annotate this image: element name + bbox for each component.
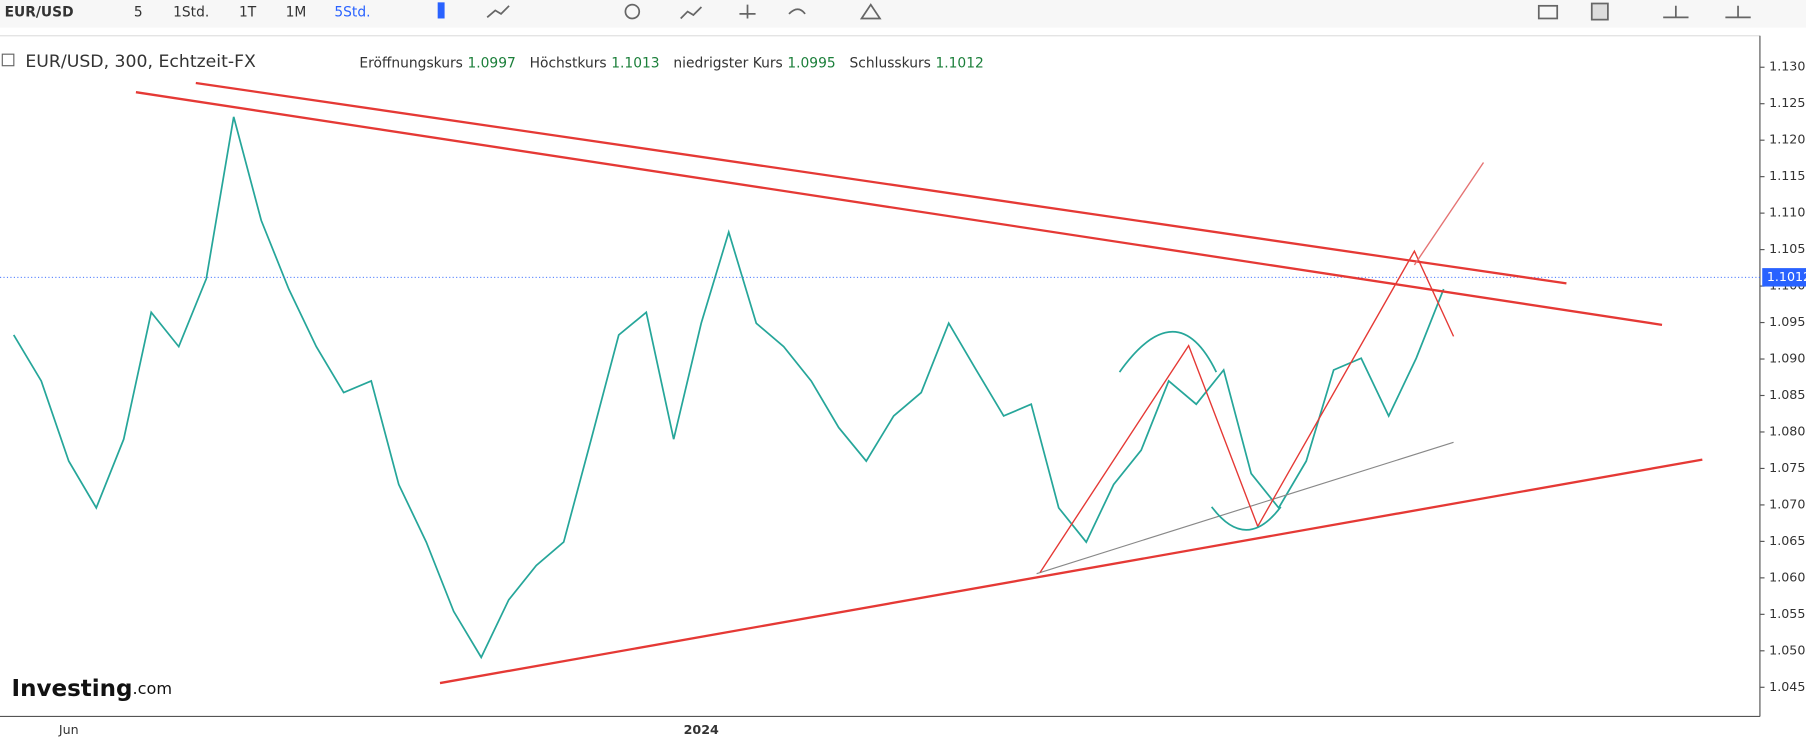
- y-tick-label: 1.0850: [1769, 387, 1806, 402]
- alert-icon[interactable]: [859, 3, 882, 20]
- y-tick-label: 1.1050: [1769, 241, 1806, 256]
- legend-label: Eröffnungskurs: [359, 55, 463, 71]
- y-tick-label: 1.1100: [1769, 205, 1806, 220]
- candle-icon[interactable]: [437, 2, 445, 19]
- logo: Investing.com: [12, 675, 173, 701]
- legend-label: Schlusskurs: [850, 55, 931, 71]
- interval-button[interactable]: 5Std.: [334, 5, 370, 21]
- arc: [1210, 506, 1282, 531]
- trend-line: [1036, 441, 1454, 575]
- y-tick-label: 1.0450: [1769, 679, 1806, 694]
- legend-value: 1.0997: [467, 55, 515, 71]
- y-tick-label: 1.1150: [1769, 168, 1806, 183]
- trend-line: [195, 81, 1567, 285]
- settings-icon[interactable]: [624, 3, 641, 20]
- logo-brand: Investing: [12, 675, 133, 701]
- interval-button[interactable]: 5: [134, 5, 143, 21]
- logo-suffix: .com: [133, 678, 173, 697]
- y-tick-label: 1.0750: [1769, 460, 1806, 475]
- cloud-download-icon[interactable]: [1663, 5, 1689, 19]
- collapse-icon[interactable]: [1, 53, 15, 67]
- camera-icon[interactable]: [1537, 4, 1559, 20]
- indicator-icon[interactable]: [680, 6, 703, 20]
- toolbar: [0, 0, 1806, 28]
- interval-button[interactable]: 1M: [286, 5, 307, 21]
- legend-label: niedrigster Kurs: [673, 55, 782, 71]
- legend-label: Höchstkurs: [530, 55, 607, 71]
- y-tick-label: 1.0900: [1769, 351, 1806, 366]
- color-icon[interactable]: [1590, 2, 1609, 21]
- projection-line: [1413, 162, 1485, 266]
- toolbar-symbol[interactable]: EUR/USD: [5, 5, 74, 21]
- y-tick-label: 1.0800: [1769, 423, 1806, 438]
- arc: [1118, 331, 1218, 373]
- legend-value: 1.1012: [935, 55, 983, 71]
- undo-icon[interactable]: [788, 8, 806, 15]
- y-tick-label: 1.0950: [1769, 314, 1806, 329]
- toolbar-buttons: 5 1Std. 1T 1M 5Std.: [134, 5, 371, 21]
- line-icon[interactable]: [486, 5, 510, 18]
- last-price-tag: [1762, 268, 1806, 287]
- legend-value: 1.1013: [611, 55, 659, 71]
- y-tick-label: 1.1250: [1769, 95, 1806, 110]
- x-tick-label: Jun: [58, 722, 79, 737]
- cloud-upload-icon[interactable]: [1725, 5, 1751, 19]
- y-tick-label: 1.0700: [1769, 496, 1806, 511]
- trend-line: [135, 91, 1663, 326]
- drawings: [135, 81, 1703, 685]
- y-tick-label: 1.1300: [1769, 59, 1806, 74]
- interval-button[interactable]: 1Std.: [173, 5, 209, 21]
- x-tick-label: 2024: [684, 722, 719, 737]
- y-tick-label: 1.0550: [1769, 606, 1806, 621]
- toolbar-icons: [437, 2, 1751, 21]
- y-tick-label: 1.0500: [1769, 642, 1806, 657]
- last-price-label: 1.1012: [1767, 269, 1806, 284]
- legend-value: 1.0995: [787, 55, 835, 71]
- compare-icon[interactable]: [739, 4, 756, 19]
- price-line: [12, 116, 1445, 660]
- y-tick-label: 1.0600: [1769, 569, 1806, 584]
- plot: 1.0450 1.0500 1.0550 1.0600 1.0650 1.0700 1.07…: [0, 59, 1806, 737]
- interval-button[interactable]: 1T: [239, 5, 257, 21]
- legend-symbol: EUR/USD, 300, Echtzeit-FX: [25, 52, 256, 72]
- legend: Eröffnungskurs 1.0997 Höchstkurs 1.1013 nied…: [359, 55, 983, 71]
- trend-line: [439, 458, 1703, 685]
- y-tick-label: 1.0650: [1769, 533, 1806, 548]
- y-tick-label: 1.1200: [1769, 132, 1806, 147]
